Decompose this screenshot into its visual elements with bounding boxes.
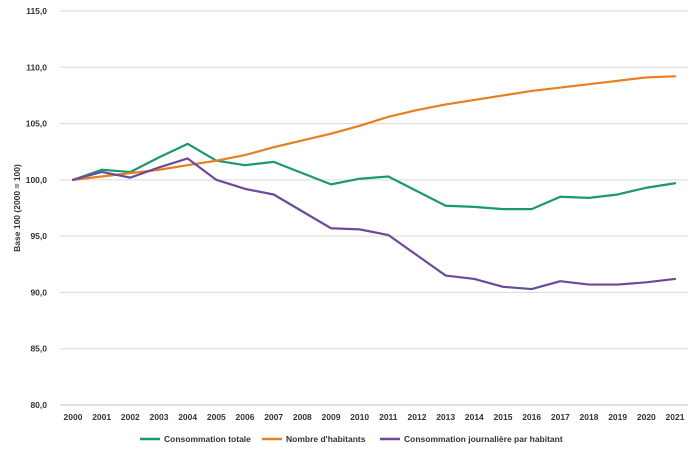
y-tick-label-105: 105,0 — [26, 119, 48, 129]
y-axis-title: Base 100 (2000 = 100) — [12, 164, 22, 252]
x-tick-label-2013: 2013 — [436, 412, 455, 422]
y-tick-label-110: 110,0 — [26, 62, 47, 72]
x-tick-label-2021: 2021 — [666, 412, 685, 422]
x-tick-label-2011: 2011 — [379, 412, 398, 422]
legend-label-3: Consommation journalière par habitant — [404, 434, 563, 444]
y-tick-label-90: 90,0 — [30, 287, 47, 297]
y-tick-label-100: 100,0 — [26, 175, 48, 185]
x-tick-labels: 2000 2001 2002 2003 2004 2005 2006 2007 2008 2009… — [64, 412, 685, 422]
y-tick-labels: 80,0 85,0 90,0 95,0 100,0 105,0 110,0 115,0 — [26, 6, 48, 410]
grid-lines — [60, 10, 688, 350]
y-tick-label-80: 80,0 — [30, 400, 47, 410]
y-tick-label-85: 85,0 — [30, 344, 47, 354]
x-tick-label-2019: 2019 — [608, 412, 627, 422]
legend-label-1: Consommation totale — [164, 434, 251, 444]
x-tick-label-2003: 2003 — [150, 412, 169, 422]
x-tick-label-2018: 2018 — [580, 412, 599, 422]
x-tick-label-2014: 2014 — [465, 412, 484, 422]
x-tick-label-2009: 2009 — [322, 412, 341, 422]
x-tick-label-2005: 2005 — [207, 412, 226, 422]
series-line-1 — [71, 142, 677, 211]
series-line-2 — [71, 75, 677, 181]
x-tick-label-2015: 2015 — [494, 412, 513, 422]
x-tick-label-2001: 2001 — [92, 412, 111, 422]
x-tick-label-2000: 2000 — [64, 412, 83, 422]
x-tick-label-2008: 2008 — [293, 412, 312, 422]
x-tick-label-2006: 2006 — [236, 412, 255, 422]
series-line-3 — [71, 157, 677, 291]
series-lines — [71, 75, 677, 291]
legend: Consommation totale Nombre d'habitants Con… — [140, 434, 563, 444]
y-tick-label-115: 115,0 — [26, 6, 47, 16]
x-tick-label-2004: 2004 — [178, 412, 197, 422]
x-tick-label-2016: 2016 — [522, 412, 541, 422]
x-tick-label-2007: 2007 — [264, 412, 283, 422]
y-tick-label-95: 95,0 — [30, 231, 47, 241]
x-tick-label-2012: 2012 — [408, 412, 427, 422]
legend-label-2: Nombre d'habitants — [286, 434, 366, 444]
x-tick-label-2017: 2017 — [551, 412, 570, 422]
x-tick-label-2002: 2002 — [121, 412, 140, 422]
x-tick-label-2020: 2020 — [637, 412, 656, 422]
x-tick-label-2010: 2010 — [350, 412, 369, 422]
